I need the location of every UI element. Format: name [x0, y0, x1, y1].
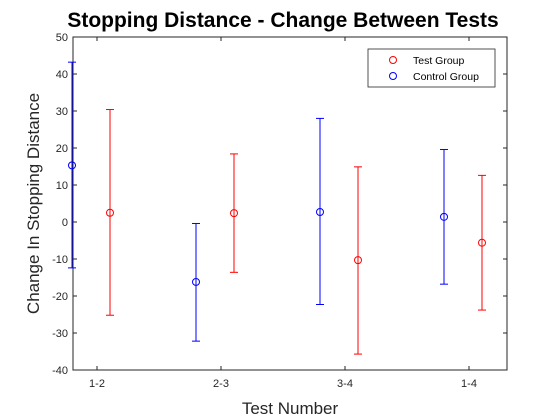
- plot-area: [72, 36, 508, 371]
- y-tick-label: 10: [56, 180, 68, 192]
- y-axis: -40 -30 -20 -10 0 10 20 30 40 50: [52, 32, 507, 377]
- x-tick-label: 1-2: [89, 378, 105, 390]
- data-series: [68, 61, 486, 355]
- y-tick-label: 30: [56, 106, 68, 118]
- y-axis-label: Change In Stopping Distance: [24, 93, 43, 314]
- y-tick-label: 0: [62, 217, 68, 229]
- y-tick-label: 20: [56, 143, 68, 155]
- control-group-point: [192, 277, 200, 286]
- x-axis: 1-2 2-3 3-4 1-4: [89, 37, 477, 390]
- test-group-legend-label: Test Group: [413, 55, 465, 67]
- x-axis-label: Test Number: [242, 399, 339, 418]
- legend-box: [367, 48, 496, 88]
- x-tick-label: 2-3: [213, 378, 229, 390]
- test-group-point: [106, 208, 114, 217]
- control-group-point: [68, 161, 76, 170]
- y-tick-label: -20: [52, 291, 68, 303]
- y-tick-label: -10: [52, 254, 68, 266]
- control-group-legend-marker: [389, 72, 397, 80]
- y-tick-label: 40: [56, 69, 68, 81]
- test-group-legend-marker: [389, 56, 397, 64]
- x-tick-label: 3-4: [337, 378, 353, 390]
- y-tick-label: 50: [56, 32, 68, 44]
- control-group-point: [316, 208, 324, 217]
- y-tick-label: -40: [52, 365, 68, 377]
- test-group-point: [230, 209, 238, 218]
- legend: Test Group Control Group: [367, 48, 496, 88]
- chart-title: Stopping Distance - Change Between Tests: [67, 9, 498, 32]
- x-tick-label: 1-4: [461, 378, 477, 390]
- y-tick-label: -30: [52, 328, 68, 340]
- test-group-point: [354, 256, 362, 265]
- control-group-point: [440, 212, 448, 221]
- control-group-legend-label: Control Group: [413, 71, 479, 83]
- test-group-point: [478, 238, 486, 247]
